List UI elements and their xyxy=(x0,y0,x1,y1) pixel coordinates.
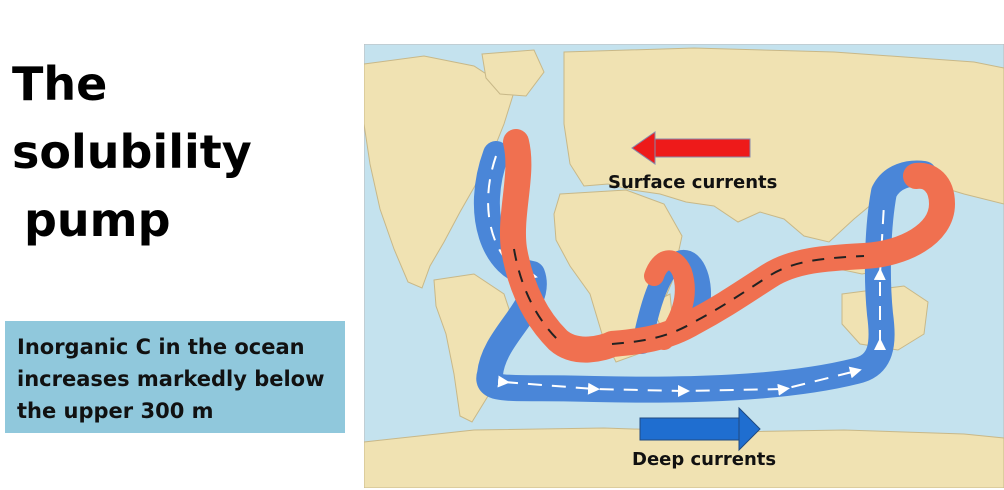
page-title: The solubility pump xyxy=(12,50,352,254)
surface-current-legend-arrow-shape xyxy=(631,131,751,165)
deep-current-legend-arrow xyxy=(639,406,761,452)
surface-current-ribbon xyxy=(499,129,955,363)
surface-current xyxy=(499,129,955,363)
ocean-conveyor-map: Surface currents Deep currents xyxy=(364,44,1004,488)
info-line-1: Inorganic C in the ocean xyxy=(17,335,305,359)
surface-current-label: Surface currents xyxy=(608,172,777,193)
eurasia-land xyxy=(563,47,1004,243)
title-line-1: The solubility xyxy=(12,57,252,179)
surface-current-arrows xyxy=(513,248,865,345)
title-line-2: pump xyxy=(24,193,171,247)
greenland-land xyxy=(481,49,545,97)
antarctica-land xyxy=(364,427,1004,488)
info-line-2: increases markedly below xyxy=(17,367,325,391)
deep-current-label: Deep currents xyxy=(632,449,776,470)
info-line-3: the upper 300 m xyxy=(17,399,214,423)
info-box: Inorganic C in the ocean increases marke… xyxy=(5,321,345,433)
surface-current-indian-loop xyxy=(644,250,695,350)
